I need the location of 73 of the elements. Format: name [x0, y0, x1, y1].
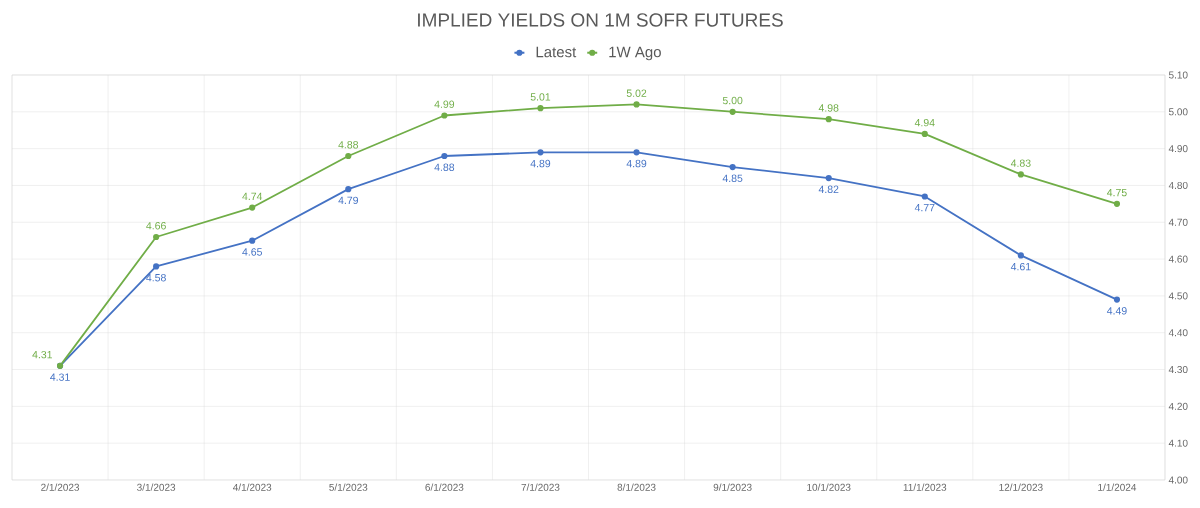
y-tick-label: 5.00 [1168, 108, 1188, 116]
data-label: 5.02 [626, 89, 647, 97]
point [249, 237, 256, 244]
y-tick-label: 4.30 [1168, 366, 1188, 374]
y-tick-label: 4.00 [1168, 476, 1188, 484]
point [153, 233, 160, 241]
point [921, 193, 928, 200]
y-tick-label: 4.70 [1168, 218, 1188, 226]
y-tick-label: 4.50 [1168, 292, 1188, 300]
data-label: 4.82 [818, 185, 839, 194]
data-label: 4.31 [50, 373, 70, 381]
point [441, 152, 448, 160]
data-label: 4.61 [1010, 262, 1031, 271]
y-tick-label: 4.40 [1168, 329, 1188, 337]
data-label: 4.88 [434, 163, 455, 171]
x-tick-label: 4/1/2023 [232, 483, 272, 491]
data-label: 4.83 [1010, 159, 1031, 167]
point [345, 152, 352, 160]
point [153, 263, 160, 270]
data-label: 4.98 [818, 104, 839, 112]
data-label: 4.99 [434, 100, 455, 108]
data-label: 4.89 [626, 159, 647, 168]
x-tick-label: 7/1/2023 [521, 483, 560, 491]
x-tick-label: 12/1/2023 [999, 483, 1043, 491]
point [537, 105, 544, 112]
point [249, 204, 256, 211]
data-label: 4.31 [32, 350, 52, 359]
point [1017, 252, 1024, 259]
x-tick-label: 6/1/2023 [425, 483, 464, 491]
data-label: 4.66 [146, 222, 166, 230]
point [537, 149, 544, 156]
data-label: 4.79 [338, 196, 359, 205]
y-tick-label: 5.10 [1168, 71, 1188, 79]
point [1113, 296, 1121, 303]
chart-title: IMPLIED YIELDS ON 1M SOFR FUTURES [418, 13, 783, 27]
point [729, 163, 736, 171]
data-label: 5.01 [530, 93, 551, 101]
data-label: 4.88 [338, 141, 359, 149]
data-label: 5.00 [722, 96, 743, 105]
y-tick-label: 4.20 [1168, 402, 1188, 410]
y-tick-label: 4.10 [1168, 439, 1188, 447]
y-tick-label: 4.90 [1168, 145, 1188, 153]
data-label: 4.94 [914, 118, 935, 127]
data-label: 4.85 [722, 174, 743, 183]
point [921, 130, 928, 137]
point [729, 108, 736, 115]
point [1113, 200, 1121, 207]
x-tick-label: 10/1/2023 [807, 483, 851, 491]
point [633, 101, 640, 108]
x-tick-label: 8/1/2023 [617, 483, 656, 491]
point [825, 174, 832, 182]
y-tick-label: 4.60 [1168, 255, 1188, 263]
x-tick-label: 3/1/2023 [137, 483, 176, 491]
data-label: 4.89 [530, 159, 551, 168]
point [441, 112, 448, 119]
data-label: 4.65 [242, 248, 262, 256]
data-label: 4.58 [146, 273, 166, 282]
data-label: 4.74 [242, 192, 263, 200]
data-label: 4.77 [914, 204, 935, 212]
x-tick-label: 9/1/2023 [713, 483, 752, 491]
x-tick-label: 5/1/2023 [329, 483, 368, 491]
point [1017, 171, 1024, 178]
point [633, 149, 640, 156]
legend-label: Latest [536, 46, 577, 58]
point [825, 116, 832, 123]
data-label: 4.75 [1106, 189, 1127, 197]
x-tick-label: 11/1/2023 [903, 483, 947, 491]
x-tick-label: 1/1/2024 [1098, 483, 1137, 491]
data-label: 4.49 [1106, 307, 1127, 315]
point [345, 186, 352, 193]
x-tick-label: 2/1/2023 [41, 483, 80, 491]
legend-label: 1W Ago [609, 46, 661, 61]
y-tick-label: 4.80 [1168, 181, 1188, 189]
